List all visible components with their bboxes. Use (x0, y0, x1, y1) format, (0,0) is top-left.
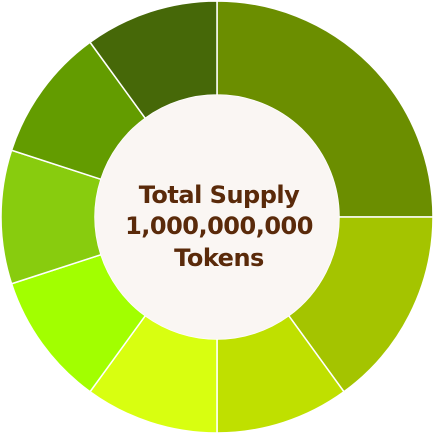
center-label-line-3: Tokens (174, 244, 264, 272)
donut-center (95, 95, 339, 339)
center-label-line-1: Total Supply (139, 181, 300, 209)
center-label-line-2: 1,000,000,000 (125, 212, 313, 240)
